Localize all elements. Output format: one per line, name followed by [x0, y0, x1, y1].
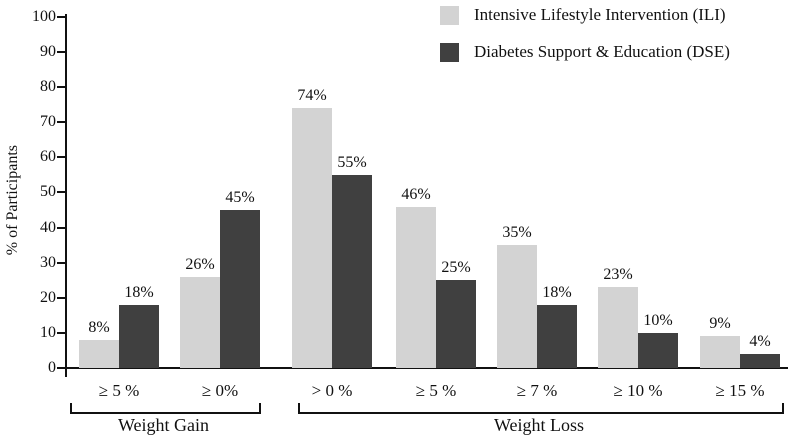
y-tick-mark — [57, 297, 66, 299]
x-category-label: ≥ 0% — [201, 381, 239, 400]
y-tick-mark — [57, 262, 66, 264]
bar-ili — [292, 108, 332, 368]
legend-label-ili: Intensive Lifestyle Intervention (ILI) — [474, 5, 726, 24]
y-axis-line — [65, 14, 67, 370]
bar-value-label: 74% — [297, 87, 327, 104]
y-tick-label: 100 — [32, 8, 56, 25]
bar-ili — [497, 245, 537, 368]
x-category-label: ≥ 7 % — [516, 381, 558, 400]
bar-value-label: 10% — [643, 312, 673, 329]
x-axis-line — [65, 367, 788, 369]
y-tick-mark — [57, 191, 66, 193]
x-category-label: ≥ 5 % — [98, 381, 140, 400]
y-tick-label: 50 — [40, 183, 56, 200]
y-tick-mark — [57, 16, 66, 18]
bar-value-label: 35% — [502, 224, 532, 241]
y-tick-label: 30 — [40, 254, 56, 271]
bar-value-label: 4% — [749, 333, 771, 350]
y-tick-label: 60 — [40, 148, 56, 165]
y-tick-mark — [57, 332, 66, 334]
legend-swatch-dse — [440, 42, 459, 62]
y-tick-mark — [57, 367, 66, 369]
group-bracket-label: Weight Gain — [117, 415, 210, 435]
group-bracket — [298, 403, 784, 414]
bar-value-label: 45% — [225, 189, 255, 206]
bar-dse — [740, 354, 780, 368]
y-tick-mark — [57, 86, 66, 88]
bar-value-label: 8% — [88, 319, 110, 336]
y-tick-label: 80 — [40, 78, 56, 95]
y-tick-label: 20 — [40, 289, 56, 306]
y-tick-mark — [57, 51, 66, 53]
x-category-label: ≥ 10 % — [613, 381, 663, 400]
bar-value-label: 18% — [124, 284, 154, 301]
bar-dse — [537, 305, 577, 368]
bar-dse — [638, 333, 678, 368]
bar-dse — [220, 210, 260, 368]
bar-value-label: 23% — [603, 266, 633, 283]
bar-value-label: 25% — [441, 259, 471, 276]
y-tick-mark — [57, 227, 66, 229]
bar-ili — [180, 277, 220, 368]
bar-value-label: 26% — [185, 256, 215, 273]
legend-swatch-ili — [440, 5, 459, 25]
legend-label-dse: Diabetes Support & Education (DSE) — [474, 42, 730, 61]
group-bracket-label: Weight Loss — [493, 415, 585, 435]
bar-value-label: 46% — [401, 186, 431, 203]
y-tick-label: 0 — [48, 359, 56, 376]
bar-ili — [79, 340, 119, 368]
x-category-label: ≥ 5 % — [415, 381, 457, 400]
bar-dse — [332, 175, 372, 368]
y-tick-mark — [57, 121, 66, 123]
legend-item-ili: Intensive Lifestyle Intervention (ILI) — [440, 5, 726, 25]
bar-value-label: 9% — [709, 315, 731, 332]
x-category-label: > 0 % — [311, 381, 353, 400]
bar-value-label: 18% — [542, 284, 572, 301]
bar-ili — [598, 287, 638, 368]
bar-dse — [436, 280, 476, 368]
y-tick-label: 10 — [40, 324, 56, 341]
y-tick-label: 90 — [40, 43, 56, 60]
y-tick-label: 40 — [40, 219, 56, 236]
bar-ili — [700, 336, 740, 368]
y-tick-label: 70 — [40, 113, 56, 130]
y-tick-mark — [57, 156, 66, 158]
bar-ili — [396, 207, 436, 368]
x-axis-origin-tick — [65, 369, 67, 377]
legend-item-dse: Diabetes Support & Education (DSE) — [440, 42, 730, 62]
group-bracket — [70, 403, 261, 414]
bar-value-label: 55% — [337, 154, 367, 171]
x-category-label: ≥ 15 % — [715, 381, 765, 400]
bar-dse — [119, 305, 159, 368]
